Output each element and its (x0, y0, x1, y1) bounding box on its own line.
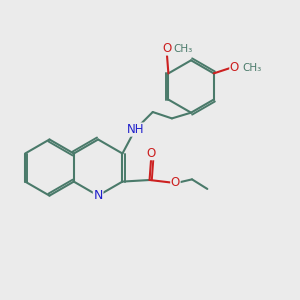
Text: O: O (162, 42, 171, 55)
Text: CH₃: CH₃ (242, 63, 262, 73)
Text: NH: NH (127, 123, 144, 136)
Text: CH₃: CH₃ (174, 44, 193, 53)
Text: N: N (93, 189, 103, 202)
Text: O: O (230, 61, 239, 74)
Text: O: O (171, 176, 180, 189)
Text: O: O (146, 147, 156, 160)
